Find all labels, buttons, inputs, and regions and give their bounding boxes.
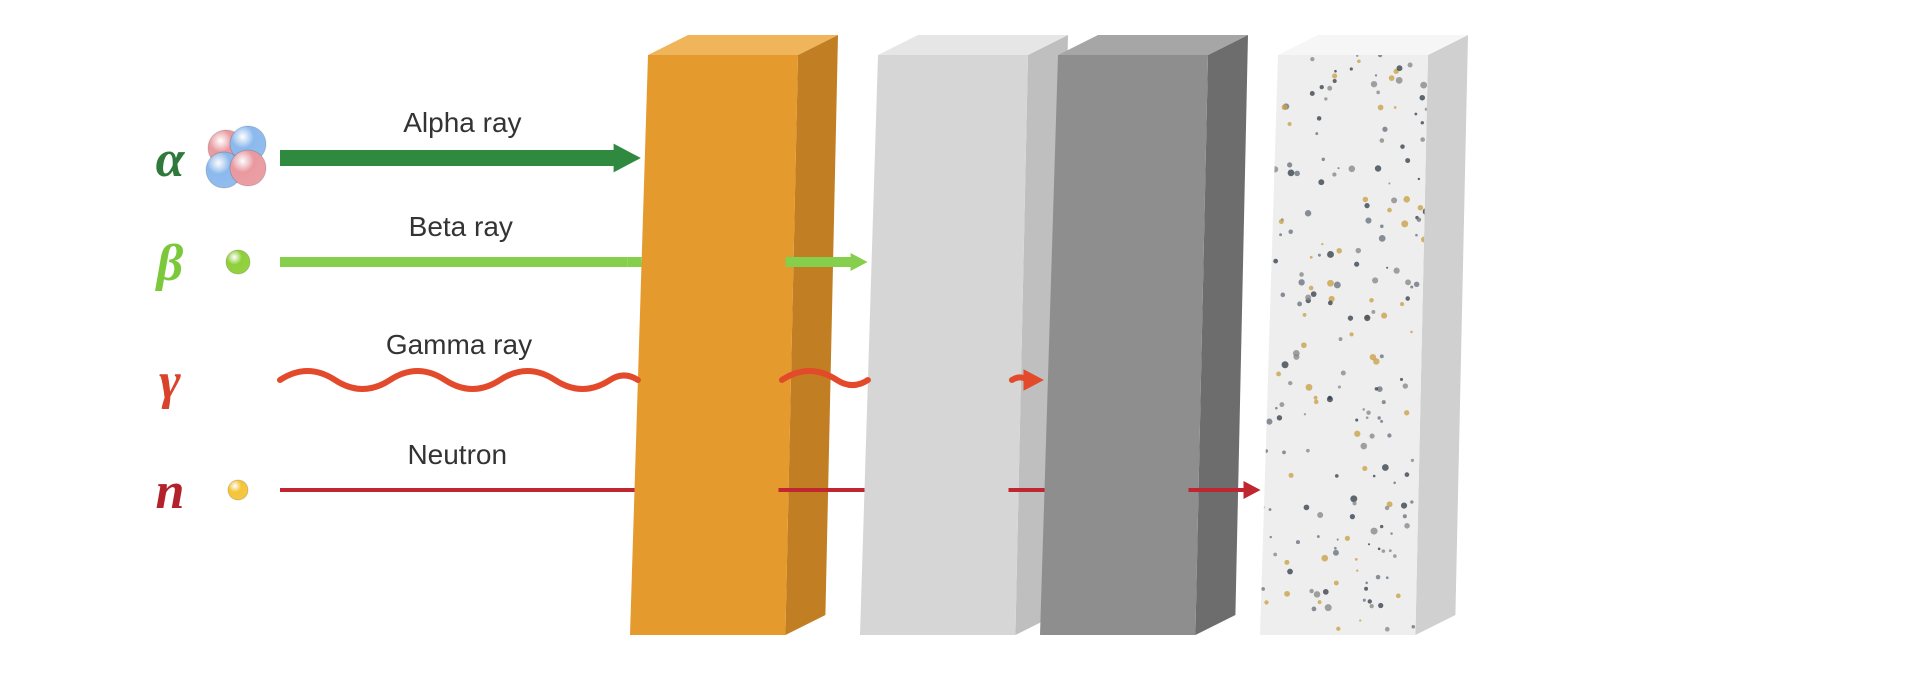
beta-particle-icon (226, 250, 250, 274)
label-beta: Beta ray (409, 211, 513, 242)
barrier-paper (630, 35, 838, 635)
label-gamma: Gamma ray (386, 329, 532, 360)
label-neutron: Neutron (407, 439, 507, 470)
symbol-alpha: α (156, 131, 186, 188)
symbol-beta: β (155, 235, 184, 292)
barrier-concrete (1259, 35, 1468, 635)
label-alpha: Alpha ray (403, 107, 521, 138)
radiation-penetration-diagram: α Alpha ray β Beta ray γ Gamma ray n Neutron (0, 0, 1920, 690)
symbol-gamma: γ (159, 353, 181, 410)
barrier-aluminum (860, 35, 1068, 635)
symbol-neutron: n (156, 463, 185, 520)
barrier-lead (1040, 35, 1248, 635)
neutron-particle-icon (228, 480, 248, 500)
ray-alpha: α Alpha ray (156, 107, 641, 188)
alpha-particle-icon (206, 126, 266, 188)
